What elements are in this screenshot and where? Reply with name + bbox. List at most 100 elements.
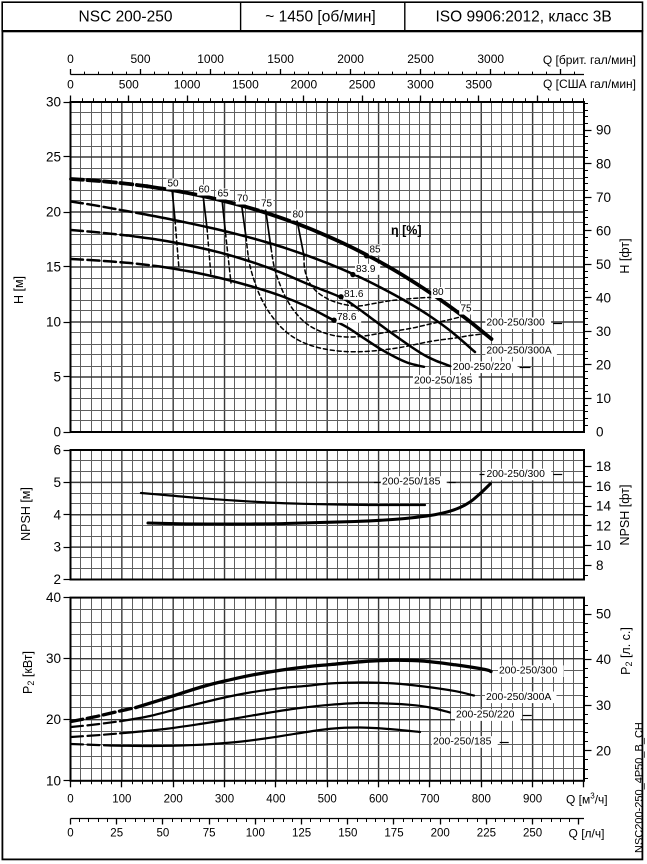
svg-text:2: 2 (53, 572, 61, 587)
svg-text:14: 14 (596, 499, 612, 514)
svg-text:200-250/300: 200-250/300 (499, 666, 558, 677)
svg-text:70: 70 (596, 190, 611, 205)
svg-text:12: 12 (596, 518, 611, 533)
svg-text:78.6: 78.6 (337, 312, 357, 323)
svg-text:0: 0 (67, 828, 73, 840)
svg-text:200-250/300: 200-250/300 (487, 469, 546, 480)
svg-text:NPSH [фт]: NPSH [фт] (618, 485, 632, 546)
svg-text:150: 150 (338, 828, 357, 840)
svg-text:500: 500 (130, 52, 150, 66)
svg-text:H [фт]: H [фт] (618, 238, 632, 273)
svg-text:200-250/185: 200-250/185 (433, 737, 492, 748)
svg-text:16: 16 (596, 479, 611, 494)
svg-text:200: 200 (164, 794, 183, 806)
svg-text:2500: 2500 (349, 77, 376, 91)
svg-text:50: 50 (157, 828, 170, 840)
svg-text:81.6: 81.6 (344, 289, 364, 300)
svg-text:H [м]: H [м] (12, 276, 26, 304)
svg-text:10: 10 (46, 315, 61, 330)
svg-text:75: 75 (460, 304, 472, 315)
svg-text:5: 5 (53, 475, 61, 490)
svg-text:200-250/300: 200-250/300 (486, 318, 545, 329)
svg-text:NPSH [м]: NPSH [м] (19, 487, 33, 541)
svg-text:3: 3 (53, 540, 61, 555)
svg-text:3500: 3500 (465, 77, 492, 91)
svg-text:200-250/185: 200-250/185 (414, 375, 473, 386)
svg-text:30: 30 (596, 698, 611, 713)
svg-text:2500: 2500 (407, 52, 434, 66)
svg-text:65: 65 (217, 189, 229, 200)
svg-text:1500: 1500 (232, 77, 259, 91)
svg-text:0: 0 (67, 794, 73, 806)
svg-text:10: 10 (596, 538, 611, 553)
svg-text:8: 8 (596, 558, 604, 573)
svg-text:900: 900 (523, 794, 542, 806)
svg-text:125: 125 (292, 828, 311, 840)
svg-text:75: 75 (203, 828, 216, 840)
svg-text:Q [л/ч]: Q [л/ч] (569, 827, 605, 841)
svg-text:18: 18 (596, 459, 611, 474)
svg-text:300: 300 (215, 794, 234, 806)
svg-text:Q [США гал/мин]: Q [США гал/мин] (543, 77, 636, 91)
svg-text:10: 10 (596, 391, 611, 406)
svg-text:2000: 2000 (337, 52, 364, 66)
svg-text:200-250/185: 200-250/185 (382, 477, 441, 488)
svg-text:30: 30 (46, 95, 61, 110)
svg-text:Q [брит. гал/мин]: Q [брит. гал/мин] (543, 53, 636, 67)
svg-text:600: 600 (369, 794, 388, 806)
svg-text:NSC 200-250: NSC 200-250 (79, 9, 173, 26)
svg-text:50: 50 (596, 607, 611, 622)
svg-text:200-250/300A: 200-250/300A (486, 346, 551, 357)
svg-text:500: 500 (318, 794, 337, 806)
svg-text:700: 700 (420, 794, 439, 806)
svg-text:20: 20 (596, 743, 611, 758)
svg-text:40: 40 (596, 290, 611, 305)
svg-text:2000: 2000 (290, 77, 317, 91)
svg-text:~ 1450 [об/мин]: ~ 1450 [об/мин] (265, 9, 375, 26)
svg-text:200-250/220: 200-250/220 (456, 710, 515, 721)
svg-text:3000: 3000 (477, 52, 504, 66)
svg-text:Q [м3/ч]: Q [м3/ч] (566, 791, 608, 807)
svg-text:1000: 1000 (197, 52, 224, 66)
svg-text:0: 0 (596, 425, 604, 440)
svg-text:200-250/220: 200-250/220 (453, 362, 512, 373)
svg-text:200-250/300A: 200-250/300A (486, 692, 551, 703)
svg-text:P2 [кВт]: P2 [кВт] (21, 651, 36, 694)
svg-text:4: 4 (53, 507, 61, 522)
svg-text:83.9: 83.9 (356, 264, 376, 275)
svg-text:0: 0 (53, 425, 61, 440)
svg-text:50: 50 (596, 257, 611, 272)
svg-text:100: 100 (112, 794, 131, 806)
svg-text:40: 40 (596, 652, 611, 667)
svg-text:500: 500 (119, 77, 139, 91)
svg-text:60: 60 (596, 223, 611, 238)
svg-text:85: 85 (370, 245, 382, 256)
svg-text:200: 200 (431, 828, 450, 840)
svg-text:1000: 1000 (174, 77, 201, 91)
svg-text:25: 25 (110, 828, 123, 840)
svg-text:30: 30 (46, 651, 61, 666)
svg-text:80: 80 (596, 156, 611, 171)
svg-text:225: 225 (477, 828, 496, 840)
svg-text:NSC200-250_4P50_B_CH: NSC200-250_4P50_B_CH (634, 722, 646, 853)
svg-text:15: 15 (46, 260, 61, 275)
svg-text:400: 400 (266, 794, 285, 806)
svg-text:90: 90 (596, 123, 611, 138)
svg-text:80: 80 (292, 210, 304, 221)
svg-text:20: 20 (46, 712, 61, 727)
svg-text:75: 75 (261, 199, 273, 210)
svg-text:0: 0 (67, 52, 74, 66)
svg-text:40: 40 (46, 590, 61, 605)
svg-text:50: 50 (167, 179, 179, 190)
svg-text:η [%]: η [%] (391, 224, 422, 238)
svg-text:100: 100 (246, 828, 265, 840)
svg-text:800: 800 (472, 794, 491, 806)
svg-text:20: 20 (46, 205, 61, 220)
svg-text:20: 20 (596, 357, 611, 372)
svg-text:P2 [л. с.]: P2 [л. с.] (619, 627, 634, 675)
svg-text:25: 25 (46, 150, 61, 165)
svg-text:80: 80 (432, 287, 444, 298)
svg-text:ISO 9906:2012, класс 3В: ISO 9906:2012, класс 3В (435, 9, 611, 26)
svg-text:0: 0 (67, 77, 74, 91)
svg-text:60: 60 (198, 185, 210, 196)
